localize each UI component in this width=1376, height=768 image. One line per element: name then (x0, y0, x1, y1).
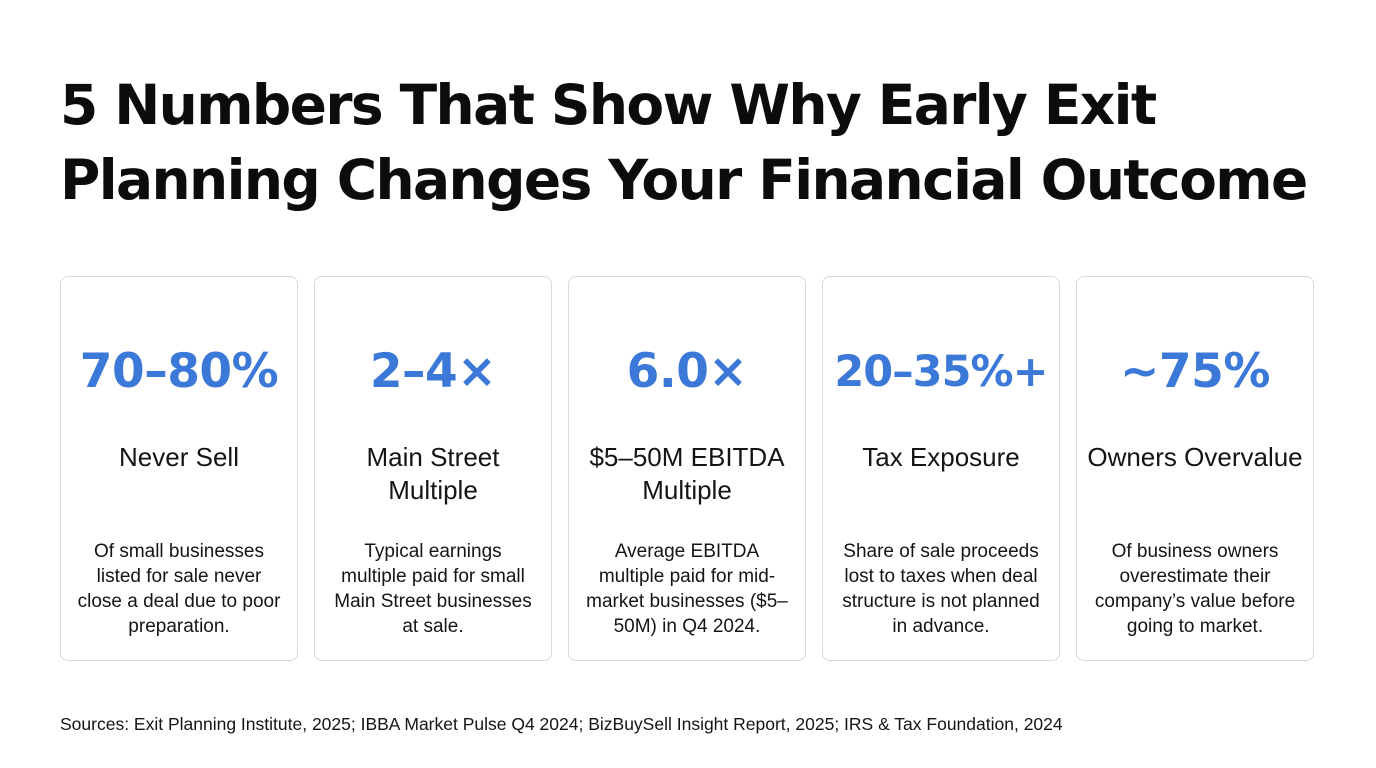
stat-label: Main Street Multiple (366, 442, 500, 505)
stat-description: Share of sale proceeds lost to taxes whe… (842, 541, 1040, 637)
stat-description: Of business owners overestimate their co… (1094, 541, 1296, 637)
stat-description: Typical earnings multiple paid for small… (334, 541, 532, 637)
stat-label: Tax Exposure (862, 442, 1020, 472)
stat-value: ~75% (1120, 344, 1270, 399)
sources-footnote: Sources: Exit Planning Institute, 2025; … (60, 714, 1063, 734)
stat-card-owners-overvalue: ~75% Owners Overvalue Of business owners… (1076, 276, 1314, 661)
stat-value: 70–80% (79, 344, 279, 399)
stat-card-ebitda-multiple: 6.0× $5–50M EBITDA Multiple Average EBIT… (568, 276, 806, 661)
stat-value: 6.0× (626, 344, 748, 399)
stat-label: Never Sell (119, 442, 239, 472)
stat-value: 20–35%+ (834, 347, 1048, 397)
stat-cards: 70–80% Never Sell Of small businesses li… (60, 276, 1316, 663)
page-title: 5 Numbers That Show Why Early Exit Plann… (60, 68, 1340, 218)
stat-description: Of small businesses listed for sale neve… (77, 541, 281, 637)
stat-card-tax-exposure: 20–35%+ Tax Exposure Share of sale proce… (822, 276, 1060, 661)
stat-card-never-sell: 70–80% Never Sell Of small businesses li… (60, 276, 298, 661)
stat-card-main-street-multiple: 2–4× Main Street Multiple Typical earnin… (314, 276, 552, 661)
stat-label: $5–50M EBITDA Multiple (589, 442, 785, 505)
stat-value: 2–4× (369, 344, 497, 399)
title-line-1: 5 Numbers That Show Why Early Exit (60, 73, 1157, 137)
title-line-2: Planning Changes Your Financial Outcome (60, 148, 1308, 212)
stat-description: Average EBITDA multiple paid for mid-mar… (586, 541, 788, 637)
stat-label: Owners Overvalue (1087, 442, 1303, 472)
